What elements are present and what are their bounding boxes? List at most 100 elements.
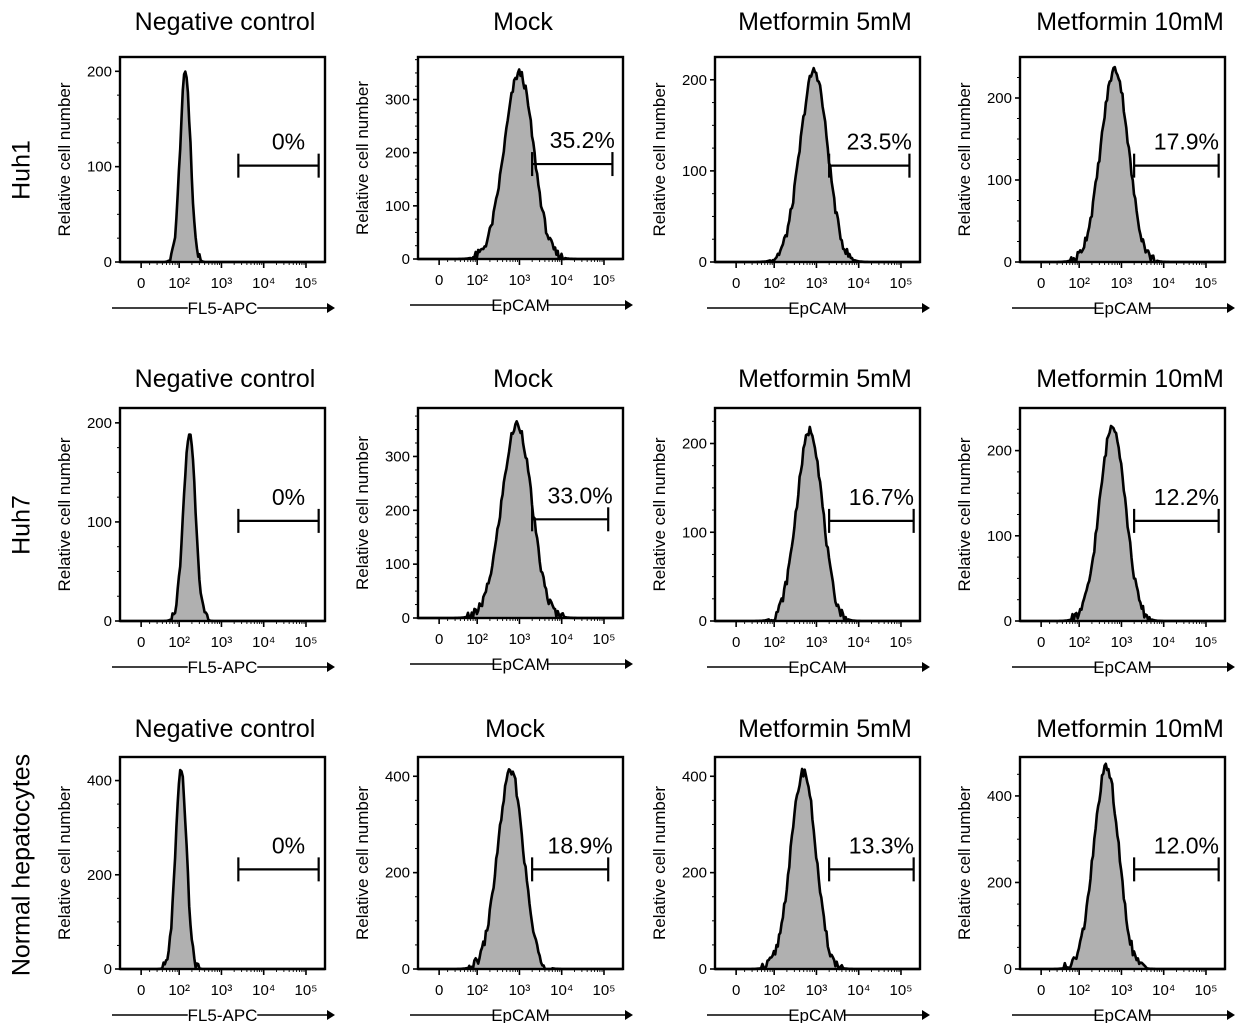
x-tick-label: 10⁴ — [550, 982, 573, 999]
plot-frame — [416, 55, 625, 261]
x-tick-label: 10³ — [1111, 275, 1133, 292]
x-tick-label: 0 — [732, 275, 740, 292]
x-tick-label: 10⁵ — [593, 631, 616, 648]
y-tick-label: 200 — [87, 867, 112, 884]
y-tick-label: 0 — [104, 613, 112, 630]
y-tick-label: 0 — [104, 961, 112, 978]
x-tick-label: 10³ — [1111, 982, 1133, 999]
x-tick-label: 10⁴ — [1152, 275, 1175, 292]
plot-frame — [416, 755, 625, 971]
x-tick-label: 10² — [763, 275, 785, 292]
histogram-panel: 0 100 200 0 10² 10³ 10⁴ 10⁵ EpCAM Relative cell n… — [650, 406, 930, 677]
x-tick-label: 10² — [168, 982, 190, 999]
y-tick-label: 400 — [682, 768, 707, 785]
plot-frame — [118, 755, 327, 971]
y-tick-label: 400 — [385, 768, 410, 785]
y-tick-label: 200 — [682, 436, 707, 453]
y-tick-label: 200 — [987, 443, 1012, 460]
gate-percent-label: 17.9% — [1154, 129, 1219, 155]
histogram-panel: 0 100 200 0 10² 10³ 10⁴ 10⁵ EpCAM Relative cell n… — [955, 406, 1235, 677]
x-axis-label: EpCAM — [491, 296, 550, 315]
y-tick-label: 0 — [104, 254, 112, 271]
y-tick-label: 400 — [87, 773, 112, 790]
x-tick-label: 10⁴ — [1152, 634, 1175, 651]
x-axis-label: EpCAM — [1093, 1006, 1152, 1023]
x-tick-label: 10³ — [806, 275, 828, 292]
x-tick-label: 10² — [1068, 634, 1090, 651]
x-axis-arrowhead — [625, 1010, 633, 1020]
x-tick-label: 10² — [466, 982, 488, 999]
y-tick-label: 200 — [682, 72, 707, 89]
y-tick-label: 200 — [385, 145, 410, 162]
y-axis-label: Relative cell number — [650, 82, 669, 236]
x-axis-label: FL5-APC — [188, 658, 258, 677]
x-tick-label: 0 — [435, 631, 443, 648]
x-tick-label: 10⁵ — [890, 982, 913, 999]
x-axis-arrowhead — [922, 662, 930, 672]
y-tick-label: 100 — [987, 172, 1012, 189]
gate-percent-label: 35.2% — [550, 127, 615, 153]
x-tick-label: 10³ — [509, 272, 531, 289]
y-axis-label: Relative cell number — [55, 82, 74, 236]
x-axis-label: EpCAM — [788, 658, 847, 677]
x-tick-label: 10⁴ — [252, 634, 275, 651]
y-tick-label: 100 — [987, 528, 1012, 545]
x-axis-arrowhead — [625, 300, 633, 310]
histogram-fill — [1020, 763, 1225, 969]
y-tick-label: 200 — [87, 415, 112, 432]
x-tick-label: 0 — [1037, 634, 1045, 651]
y-tick-label: 0 — [402, 961, 410, 978]
x-tick-label: 10⁴ — [847, 275, 870, 292]
histogram-panel: 0 200 400 0 10² 10³ 10⁴ 10⁵ EpCAM Relative cell n… — [353, 755, 633, 1023]
y-tick-label: 100 — [682, 163, 707, 180]
x-tick-label: 10³ — [509, 631, 531, 648]
x-tick-label: 10⁵ — [890, 634, 913, 651]
x-tick-label: 10⁵ — [295, 982, 318, 999]
x-tick-label: 10² — [466, 272, 488, 289]
y-tick-label: 200 — [87, 63, 112, 80]
x-tick-label: 0 — [1037, 275, 1045, 292]
plot-frame — [1018, 755, 1227, 971]
x-tick-label: 10⁴ — [252, 982, 275, 999]
y-tick-label: 100 — [385, 556, 410, 573]
panel-title: Metformin 10mM — [1036, 365, 1224, 393]
histogram-panel: 0 100 200 300 0 10² 10³ 10⁴ 10⁵ EpCAM Relative cel… — [353, 55, 633, 315]
histogram-fill — [1020, 426, 1225, 621]
panel-title: Metformin 10mM — [1036, 715, 1224, 743]
histogram-panel: 0 100 200 0 10² 10³ 10⁴ 10⁵ FL5-APC Relative cell… — [55, 55, 335, 318]
x-tick-label: 10⁵ — [1195, 275, 1218, 292]
y-axis-label: Relative cell number — [955, 82, 974, 236]
plot-frame — [713, 55, 922, 264]
x-axis-arrowhead — [1227, 303, 1235, 313]
x-tick-label: 10² — [763, 634, 785, 651]
x-axis-label: EpCAM — [788, 299, 847, 318]
x-tick-label: 10² — [168, 634, 190, 651]
y-tick-label: 200 — [987, 90, 1012, 107]
histogram-panel: 0 100 200 300 0 10² 10³ 10⁴ 10⁵ EpCAM Relative cel… — [353, 406, 633, 674]
y-axis-label: Relative cell number — [353, 436, 372, 590]
x-tick-label: 10⁵ — [593, 982, 616, 999]
x-tick-label: 10⁵ — [295, 275, 318, 292]
x-axis-arrowhead — [327, 1010, 335, 1020]
histogram-fill — [120, 434, 325, 621]
panel-title: Negative control — [134, 715, 316, 743]
y-tick-label: 0 — [402, 610, 410, 627]
y-tick-label: 0 — [699, 961, 707, 978]
histogram-fill — [418, 69, 623, 259]
x-tick-label: 10² — [1068, 982, 1090, 999]
x-tick-label: 10³ — [211, 982, 233, 999]
x-tick-label: 0 — [1037, 982, 1045, 999]
x-axis-arrowhead — [327, 662, 335, 672]
panel-title: Metformin 5mM — [738, 365, 912, 393]
gate-percent-label: 13.3% — [849, 832, 914, 858]
x-tick-label: 0 — [137, 634, 145, 651]
plot-frame — [118, 406, 327, 623]
x-axis-arrowhead — [1227, 1010, 1235, 1020]
y-tick-label: 300 — [385, 92, 410, 109]
y-tick-label: 0 — [1004, 961, 1012, 978]
gate-percent-label: 12.2% — [1154, 484, 1219, 510]
gate-percent-label: 0% — [272, 129, 305, 155]
y-axis-label: Relative cell number — [955, 786, 974, 940]
x-tick-label: 10⁵ — [890, 275, 913, 292]
